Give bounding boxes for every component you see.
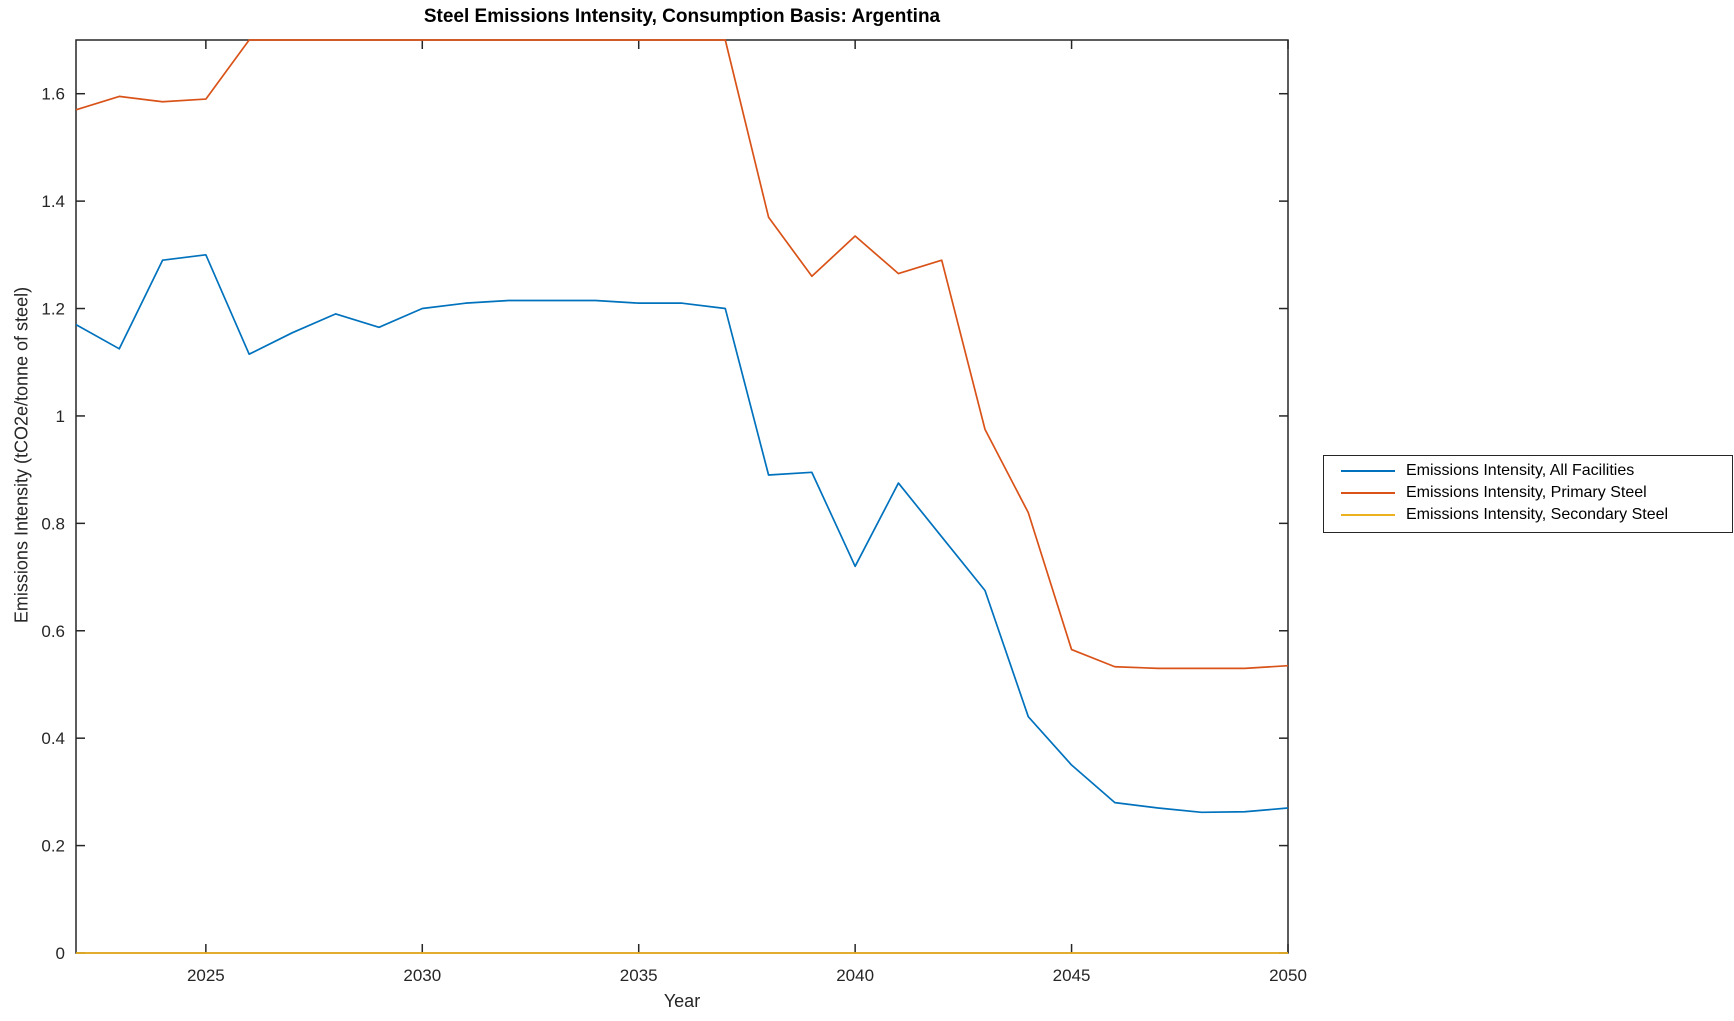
y-tick-label: 1	[56, 407, 65, 426]
y-tick-label: 0	[56, 944, 65, 963]
y-tick-label: 0.6	[41, 622, 65, 641]
y-axis-label: Emissions Intensity (tCO2e/tonne of stee…	[11, 286, 32, 624]
legend-line-all-facilities-icon	[1341, 470, 1395, 472]
legend-item-secondary-steel: Emissions Intensity, Secondary Steel	[1324, 504, 1732, 526]
y-tick-label: 0.2	[41, 837, 65, 856]
x-tick-label: 2050	[1269, 966, 1307, 985]
x-tick-label: 2040	[836, 966, 874, 985]
legend: Emissions Intensity, All Facilities Emis…	[1323, 455, 1733, 533]
y-tick-label: 1.2	[41, 300, 65, 319]
y-tick-label: 0.4	[41, 729, 65, 748]
x-tick-label: 2025	[187, 966, 225, 985]
legend-item-primary-steel: Emissions Intensity, Primary Steel	[1324, 482, 1732, 504]
legend-label: Emissions Intensity, All Facilities	[1406, 462, 1635, 479]
x-tick-label: 2045	[1053, 966, 1091, 985]
y-tick-label: 1.4	[41, 192, 65, 211]
legend-item-all-facilities: Emissions Intensity, All Facilities	[1324, 460, 1732, 482]
series-line-0	[75, 253, 1289, 814]
y-tick-label: 1.6	[41, 85, 65, 104]
legend-label: Emissions Intensity, Primary Steel	[1406, 484, 1647, 501]
legend-line-secondary-steel-icon	[1341, 514, 1395, 516]
series-line-1	[75, 39, 1289, 670]
x-tick-label: 2035	[620, 966, 658, 985]
legend-label: Emissions Intensity, Secondary Steel	[1406, 506, 1669, 523]
chart-title: Steel Emissions Intensity, Consumption B…	[423, 6, 941, 27]
y-tick-label: 0.8	[41, 514, 65, 533]
legend-line-primary-steel-icon	[1341, 492, 1395, 494]
x-tick-label: 2030	[403, 966, 441, 985]
axes-box	[75, 39, 1289, 954]
x-axis-label: Year	[663, 991, 701, 1011]
